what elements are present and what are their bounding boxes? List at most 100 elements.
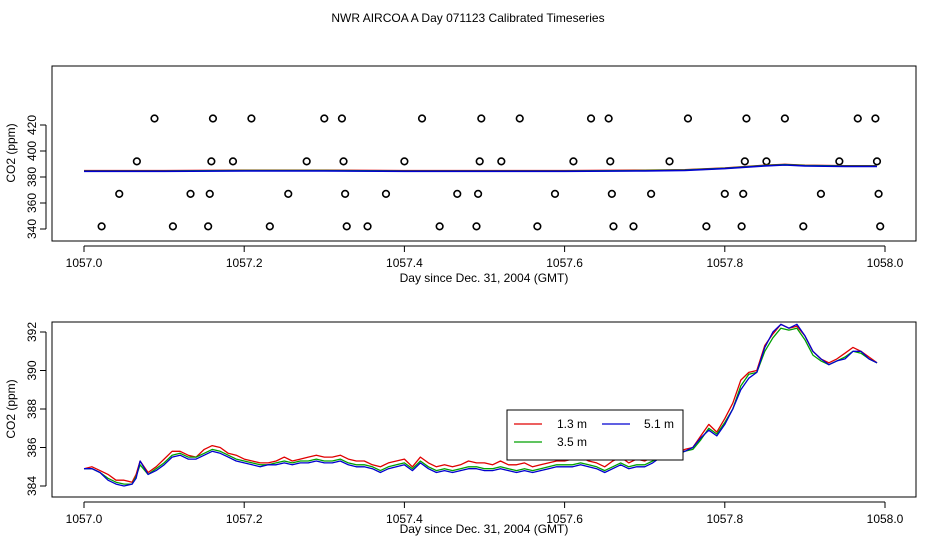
series-line-3-5-m bbox=[84, 327, 878, 485]
top-y-axis: 340 360 380 400 420 bbox=[25, 115, 47, 239]
bottom-x-tick-label: 1057.4 bbox=[386, 512, 423, 526]
series-line-1-3-m bbox=[83, 323, 878, 483]
scatter-point bbox=[607, 189, 616, 198]
top-y-tick-label: 400 bbox=[25, 141, 39, 161]
scatter-point bbox=[132, 157, 141, 166]
top-x-tick-label: 1058.0 bbox=[867, 256, 904, 270]
legend-label-5-1m: 5.1 m bbox=[644, 417, 674, 431]
bottom-y-tick-label: 392 bbox=[25, 322, 39, 342]
scatter-point bbox=[363, 222, 372, 231]
scatter-point bbox=[342, 222, 351, 231]
scatter-point bbox=[341, 189, 350, 198]
scatter-point bbox=[204, 222, 213, 231]
scatter-point bbox=[168, 222, 178, 231]
scatter-point bbox=[629, 222, 638, 231]
scatter-point bbox=[647, 189, 656, 198]
scatter-point bbox=[284, 189, 293, 198]
bottom-x-axis-label: Day since Dec. 31, 2004 (GMT) bbox=[400, 522, 569, 536]
scatter-point bbox=[609, 222, 618, 231]
scatter-point bbox=[453, 189, 462, 198]
bottom-y-axis: 384 386 388 390 392 bbox=[25, 322, 47, 496]
scatter-point bbox=[874, 189, 883, 198]
bottom-x-tick-label: 1057.2 bbox=[226, 512, 263, 526]
bottom-y-tick-label: 388 bbox=[25, 399, 39, 419]
scatter-point bbox=[816, 189, 826, 198]
top-x-axis-label: Day since Dec. 31, 2004 (GMT) bbox=[400, 271, 569, 285]
scatter-point bbox=[853, 114, 862, 123]
bottom-y-tick-label: 386 bbox=[25, 437, 39, 457]
scatter-point bbox=[473, 189, 483, 198]
scatter-point bbox=[208, 114, 218, 123]
bottom-y-tick-label: 384 bbox=[25, 476, 39, 496]
scatter-point bbox=[871, 114, 880, 123]
scatter-point bbox=[604, 114, 613, 123]
bottom-panel: 1057.0 1057.2 1057.4 1057.6 1057.8 1058.0 384… bbox=[4, 321, 917, 536]
scatter-point bbox=[742, 114, 751, 123]
scatter-point bbox=[339, 157, 348, 166]
scatter-point bbox=[265, 222, 274, 231]
scatter-point bbox=[872, 157, 882, 166]
top-plot-frame bbox=[51, 65, 917, 242]
legend-label-3-5m: 3.5 m bbox=[557, 435, 587, 449]
scatter-point bbox=[876, 222, 885, 231]
legend-label-1-3m: 1.3 m bbox=[557, 417, 587, 431]
scatter-point bbox=[115, 189, 124, 198]
top-series-line bbox=[84, 163, 877, 173]
scatter-point bbox=[205, 189, 214, 198]
bottom-x-axis: 1057.0 1057.2 1057.4 1057.6 1057.8 1058.0 bbox=[66, 501, 904, 526]
bottom-x-tick-label: 1057.0 bbox=[66, 512, 103, 526]
scatter-point bbox=[665, 157, 674, 166]
scatter-point bbox=[515, 114, 524, 123]
legend: 1.3 m 5.1 m 3.5 m bbox=[506, 409, 684, 461]
top-scatter-points bbox=[97, 114, 885, 231]
scatter-point bbox=[799, 222, 808, 231]
top-x-tick-label: 1057.6 bbox=[546, 256, 583, 270]
legend-box bbox=[506, 409, 684, 461]
top-y-axis-label: CO2 (ppm) bbox=[4, 123, 18, 182]
scatter-point bbox=[302, 157, 311, 166]
scatter-point bbox=[207, 157, 216, 166]
top-x-tick-label: 1057.0 bbox=[66, 256, 103, 270]
series-line-5-1-m bbox=[84, 323, 878, 487]
scatter-point bbox=[477, 114, 486, 123]
scatter-point bbox=[435, 222, 444, 231]
top-y-tick-label: 420 bbox=[25, 115, 39, 135]
scatter-point bbox=[835, 157, 844, 166]
bottom-series-lines bbox=[83, 323, 878, 487]
scatter-point bbox=[586, 114, 596, 123]
scatter-point bbox=[739, 189, 748, 198]
bottom-y-tick-label: 390 bbox=[25, 360, 39, 380]
scatter-point bbox=[400, 157, 409, 166]
scatter-point bbox=[381, 189, 391, 198]
scatter-point bbox=[737, 222, 746, 231]
bottom-plot-frame bbox=[51, 321, 917, 498]
bottom-y-axis-label: CO2 (ppm) bbox=[4, 379, 18, 438]
scatter-point bbox=[497, 157, 506, 166]
top-x-axis: 1057.0 1057.2 1057.4 1057.6 1057.8 1058.0 bbox=[66, 245, 904, 270]
scatter-point bbox=[606, 157, 615, 166]
top-panel: 1057.0 1057.2 1057.4 1057.6 1057.8 1058.0 340… bbox=[4, 65, 917, 285]
scatter-point bbox=[780, 114, 789, 123]
scatter-point bbox=[683, 114, 693, 123]
scatter-point bbox=[228, 157, 238, 166]
scatter-point bbox=[762, 157, 771, 166]
scatter-point bbox=[320, 114, 329, 123]
top-x-tick-label: 1057.8 bbox=[706, 256, 743, 270]
scatter-point bbox=[533, 222, 542, 231]
scatter-point bbox=[337, 114, 347, 123]
scatter-point bbox=[740, 157, 749, 166]
top-series-line-2 bbox=[84, 164, 877, 173]
scatter-point bbox=[186, 189, 195, 198]
scatter-point bbox=[472, 222, 481, 231]
top-x-tick-label: 1057.2 bbox=[226, 256, 263, 270]
scatter-point bbox=[475, 157, 484, 166]
scatter-point bbox=[702, 222, 711, 231]
scatter-point bbox=[569, 157, 578, 166]
scatter-point bbox=[247, 114, 256, 123]
top-y-tick-label: 360 bbox=[25, 193, 39, 213]
scatter-point bbox=[720, 189, 729, 198]
scatter-point bbox=[550, 189, 560, 198]
scatter-point bbox=[97, 222, 106, 231]
bottom-x-tick-label: 1057.8 bbox=[706, 512, 743, 526]
